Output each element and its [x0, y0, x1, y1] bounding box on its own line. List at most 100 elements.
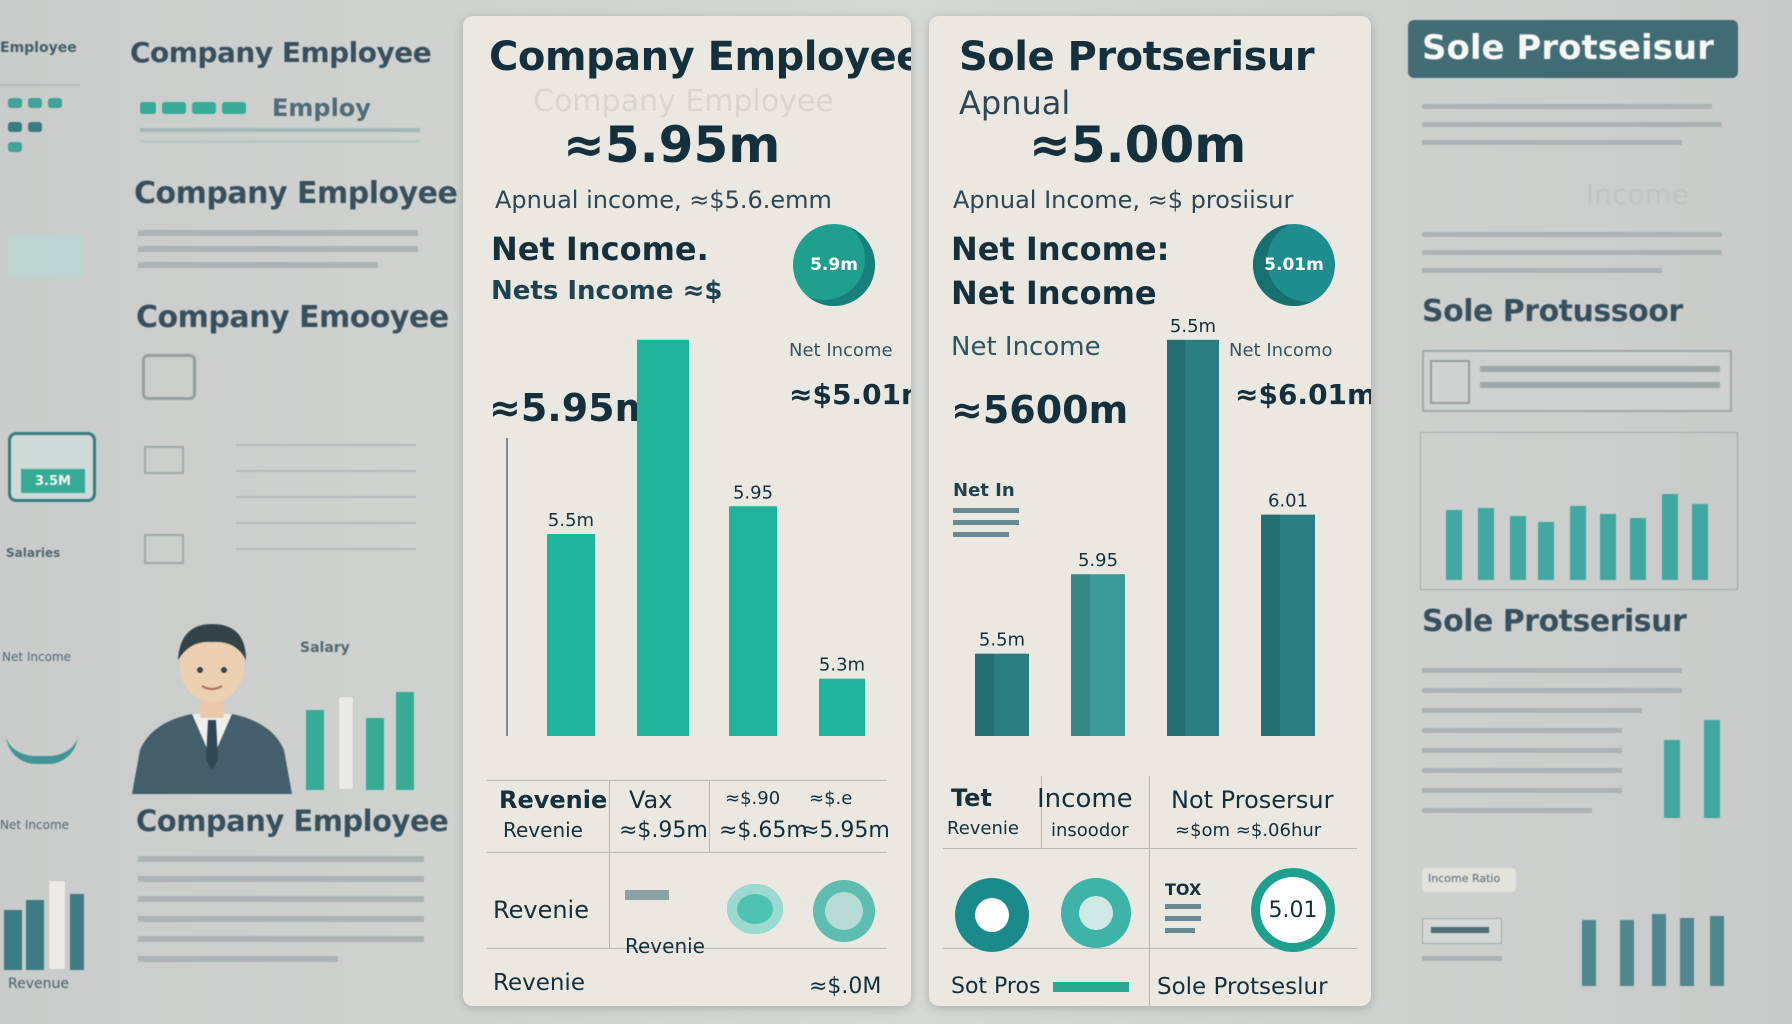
businessman-avatar: [132, 610, 292, 794]
bar-1: [547, 534, 595, 736]
sole-right-value: ≈$6.01m: [1235, 378, 1371, 411]
emp-table-bar-icon: [625, 890, 669, 900]
bar-1: [975, 653, 1029, 736]
right-bar-e: [1652, 914, 1666, 986]
left-title-2: Company Employee: [134, 176, 458, 211]
bar-label-3: 5.95: [733, 482, 773, 503]
bar-label-3: 5.5m: [1170, 316, 1216, 337]
emp-table-r1c2a: Vax: [629, 786, 673, 814]
sole-annual: Apnual Income, ≈$ prosiisur: [953, 186, 1294, 214]
person-bar-3: [366, 718, 384, 790]
bar-3: [1167, 339, 1219, 736]
employee-left-value: ≈5.95m: [489, 386, 655, 430]
emp-table-r1c3a: ≈$.90: [725, 788, 781, 809]
bar-2: [1071, 574, 1125, 736]
sole-left-value: ≈5600m: [951, 388, 1129, 432]
sole-table-mini-lines: [1165, 904, 1205, 944]
employee-right-value: ≈$5.01m: [789, 378, 911, 411]
employee-title: Company Employee: [489, 34, 911, 80]
right-bar-g: [1710, 916, 1724, 986]
wave-icon: [6, 734, 78, 764]
sole-table-f2: Sole Protseslur: [1157, 974, 1328, 1000]
left-employ-label: Employ: [272, 94, 371, 122]
sole-table-ring: 5.01: [1251, 868, 1335, 952]
bar-shade-3: [1167, 339, 1186, 736]
sole-table-tox: TOX: [1165, 880, 1202, 899]
bar-label-4: 6.01: [1268, 491, 1308, 512]
emp-table-r1c3b: ≈$.65m: [719, 818, 808, 843]
bag-badge: 3.5M: [21, 469, 85, 493]
employee-net-income: Net Income.: [491, 230, 709, 268]
left-small-icon: [144, 446, 184, 474]
left-title-4: Company Employee: [136, 804, 449, 838]
sole-table-h1b: Revenie: [947, 818, 1019, 839]
left-side-label-2: Net Income: [2, 650, 72, 664]
emp-table-r1c4a: ≈$.e: [809, 788, 853, 809]
right-chip: [1422, 918, 1502, 944]
bar-shade-1: [975, 653, 994, 736]
emp-table-r2c2: Revenie: [625, 934, 705, 958]
emp-table-r1c2b: ≈$.95m: [619, 818, 708, 843]
employee-annual: Apnual income, ≈$5.6.emm: [495, 186, 832, 214]
right-bar-d: [1620, 920, 1634, 986]
bar-4: [1261, 514, 1315, 736]
right-bar-box: [1420, 432, 1738, 590]
sole-net-income-3: Net Income: [951, 332, 1101, 362]
emp-table-r3c4: ≈$.0M: [809, 974, 882, 999]
employee-ghost-sub: Company Employee: [533, 84, 834, 119]
person-bar-1: [306, 710, 324, 790]
sole-table-f1-bar: [1053, 982, 1129, 992]
bar-4: [819, 678, 865, 736]
emp-table-ring-icon: [813, 880, 875, 942]
employee-nets-income: Nets Income ≈$: [491, 276, 723, 306]
bar-label-2: 5.95: [1078, 550, 1118, 571]
sole-table-f1: Sot Pros: [951, 974, 1041, 999]
right-title-3: Sole Protserisur: [1422, 604, 1687, 639]
sole-donut-1-icon: [955, 878, 1029, 952]
employee-circle-badge: 5.9m: [793, 224, 875, 306]
bar-shade-2: [1071, 574, 1090, 736]
employee-net-income-small: Net Income: [789, 340, 893, 361]
right-bar-b: [1704, 720, 1720, 818]
left-side-label-3: Net Income: [0, 818, 70, 832]
sole-annual-small: Apnual: [959, 84, 1071, 122]
person-bar-4: [396, 692, 414, 790]
emp-table-r3c1: Revenie: [493, 970, 585, 996]
sole-net-income-1: Net Income:: [951, 230, 1170, 268]
sole-title: Sole Protserisur: [959, 34, 1315, 80]
employee-amount: ≈5.95m: [563, 116, 781, 174]
sole-mini-lines: [953, 508, 1019, 544]
bag-icon: 3.5M: [8, 432, 96, 502]
left-frame-icon: [142, 354, 196, 400]
right-bar-f: [1680, 918, 1694, 986]
right-column: Sole Protseisur Income Sole Protussoor S…: [1390, 0, 1792, 1024]
sole-panel: Sole Protserisur Apnual ≈5.00m Apnual In…: [929, 16, 1371, 1006]
left-title-1: Company Employee: [130, 36, 432, 69]
emp-table-r1c4b: ≈5.95m: [801, 818, 890, 843]
left-bottom-label: Revenue: [8, 976, 69, 992]
person-bar-2: [338, 696, 354, 790]
right-bar-c: [1582, 920, 1596, 986]
bar-label-1: 5.5m: [979, 630, 1025, 651]
left-column: Employee Company Employee Employ Company…: [0, 0, 458, 1024]
emp-table-pill-icon: [727, 884, 783, 934]
sole-table-h3a: Not Prosersur: [1171, 786, 1334, 814]
left-mini-bars: [4, 880, 84, 970]
sole-table-h3b: ≈$om ≈$.06hur: [1175, 820, 1322, 841]
left-top-label: Employee: [0, 40, 77, 56]
right-title-ghost: Income: [1586, 178, 1690, 211]
bar-3: [729, 506, 777, 736]
emp-table-r1c1b: Revenie: [503, 818, 583, 842]
sole-net-income-2: Net Income: [951, 274, 1157, 312]
sole-net-incomo: Net Incomo: [1229, 340, 1333, 361]
sole-bar-chart: 5.5m 5.95 5.5m 6.01: [975, 316, 1315, 736]
sole-donut-2-icon: [1061, 878, 1131, 948]
sole-amount: ≈5.00m: [1029, 116, 1247, 174]
bar-label-1: 5.5m: [548, 510, 594, 531]
right-tag-text: Income Ratio: [1428, 872, 1501, 885]
right-bar-a: [1664, 740, 1680, 818]
sole-table-h2a: Income: [1037, 784, 1133, 814]
emp-table-r1c1a: Revenie: [499, 786, 608, 814]
sole-table-h2b: insoodor: [1051, 820, 1129, 841]
employee-panel: Company Employee Company Employee ≈5.95m…: [463, 16, 911, 1006]
